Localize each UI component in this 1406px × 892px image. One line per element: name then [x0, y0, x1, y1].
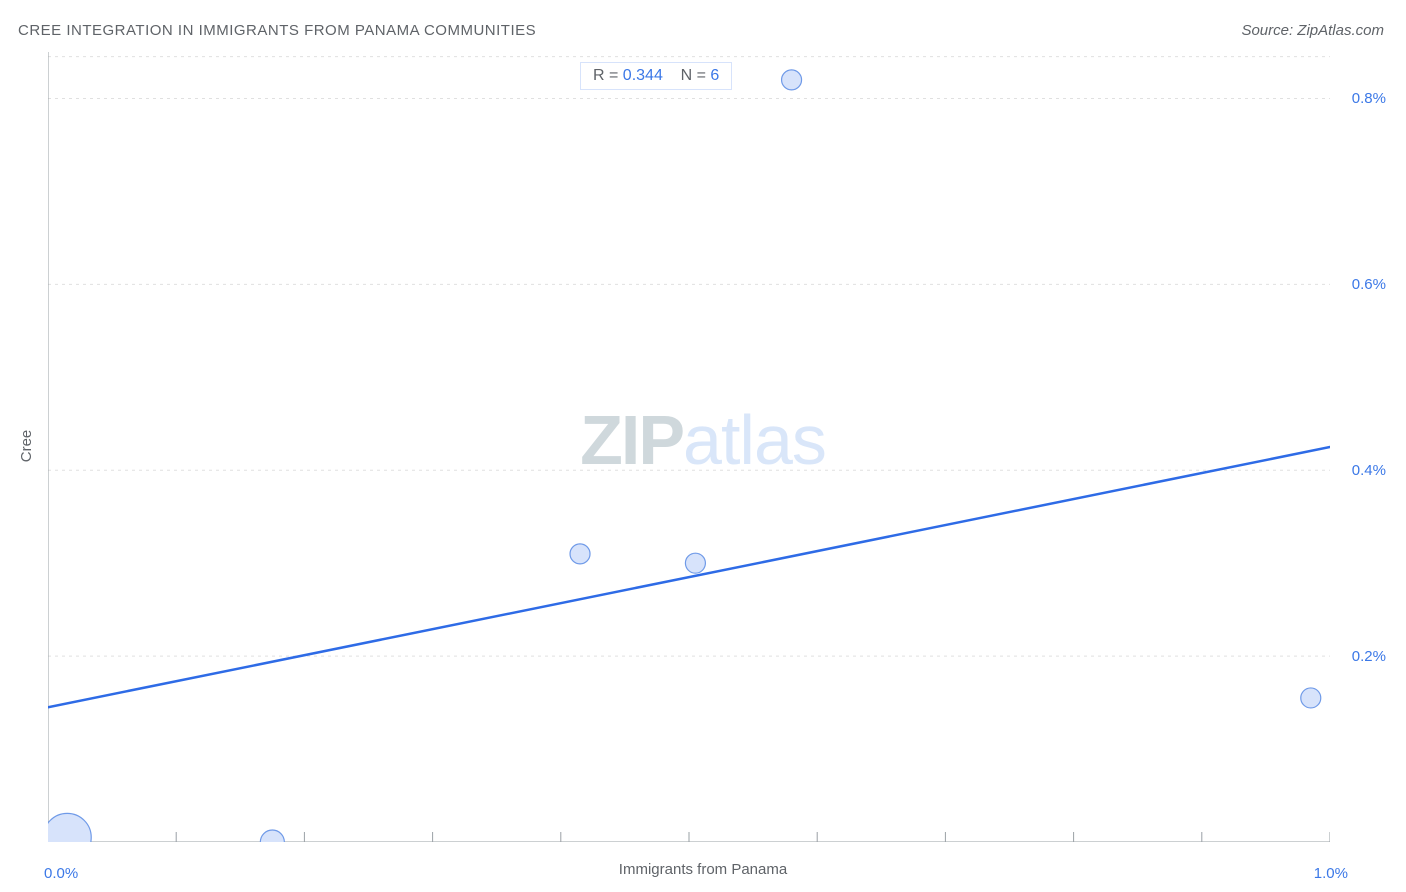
r-label: R = [593, 67, 623, 84]
chart-title: CREE INTEGRATION IN IMMIGRANTS FROM PANA… [18, 22, 536, 39]
x-tick-max: 1.0% [1314, 865, 1348, 882]
y-axis-label: Cree [18, 430, 35, 463]
y-tick-label: 0.2% [1352, 648, 1386, 665]
scatter-plot [48, 52, 1330, 842]
y-tick-label: 0.8% [1352, 90, 1386, 107]
y-tick-label: 0.4% [1352, 462, 1386, 479]
chart-svg [48, 52, 1330, 842]
stats-box: R = 0.344 N = 6 [580, 62, 732, 90]
y-tick-label: 0.6% [1352, 276, 1386, 293]
r-value: 0.344 [623, 67, 663, 84]
n-label: N = [681, 67, 711, 84]
n-value: 6 [710, 67, 719, 84]
source-attribution: Source: ZipAtlas.com [1241, 22, 1384, 39]
x-axis-label: Immigrants from Panama [619, 861, 787, 878]
x-tick-min: 0.0% [44, 865, 78, 882]
